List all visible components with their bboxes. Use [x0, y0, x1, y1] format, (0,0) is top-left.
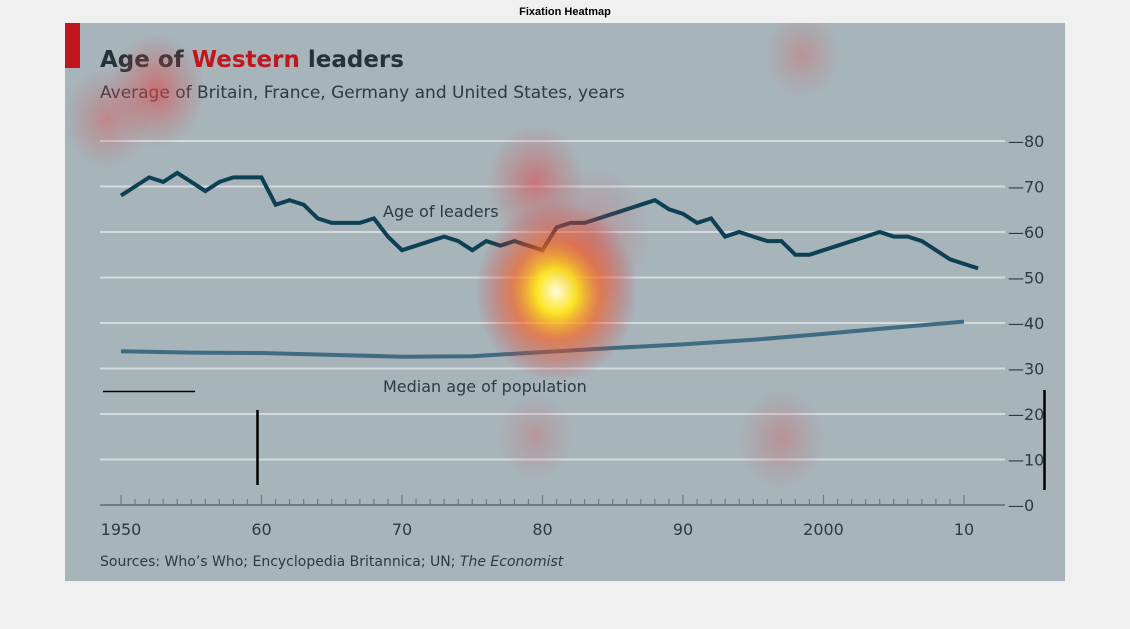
window-title: Fixation Heatmap	[519, 6, 611, 18]
x-tick-label-2000: 2000	[803, 520, 844, 539]
source-prefix: Sources: Who’s Who; Encyclopedia Britann…	[100, 554, 460, 570]
x-tick-label-60: 60	[251, 520, 271, 539]
x-tick-label-80: 80	[532, 520, 552, 539]
source-italic: The Economist	[460, 554, 564, 570]
chart-figure: Age of Western leaders Average of Britai…	[65, 23, 1065, 581]
y-tick-label-70: —70	[1008, 178, 1044, 197]
fixation-hotspot-4	[65, 67, 151, 169]
x-tick-label-10: 10	[954, 520, 974, 539]
fixation-hotspot-5	[738, 388, 825, 490]
fixation-hotspot-6	[497, 392, 574, 481]
x-tick-labels: 1950 60 70 80 90 2000 10	[101, 520, 975, 539]
fixation-heatmap-overlay	[65, 23, 841, 490]
y-tick-label-10: —10	[1008, 451, 1044, 470]
fixation-hotspot-7	[764, 23, 841, 99]
y-tick-label-20: —20	[1008, 405, 1044, 424]
title-accent-bar	[65, 23, 80, 68]
x-tick-label-70: 70	[392, 520, 412, 539]
y-tick-label-50: —50	[1008, 269, 1044, 288]
y-tick-labels: —0 —10 —20 —30 —40 —50 —60 —70 —80	[1008, 132, 1044, 515]
y-tick-label-40: —40	[1008, 314, 1044, 333]
chart-subtitle: Average of Britain, France, Germany and …	[100, 83, 625, 103]
y-tick-label-80: —80	[1008, 132, 1044, 151]
title-part-3: leaders	[300, 47, 404, 73]
chart-svg: Age of Western leaders Average of Britai…	[65, 23, 1046, 570]
x-axis	[100, 495, 1005, 506]
x-tick-label-90: 90	[673, 520, 693, 539]
y-tick-label-0: —0	[1008, 496, 1034, 515]
title-part-2: Western	[192, 47, 300, 73]
series-label-median-age: Median age of population	[383, 377, 587, 396]
y-tick-label-60: —60	[1008, 223, 1044, 242]
source-note: Sources: Who’s Who; Encyclopedia Britann…	[100, 554, 564, 570]
fixation-hotspot-8	[532, 167, 652, 306]
x-tick-label-1950: 1950	[101, 520, 142, 539]
series-label-age-of-leaders: Age of leaders	[383, 202, 499, 221]
y-tick-label-30: —30	[1008, 360, 1044, 379]
